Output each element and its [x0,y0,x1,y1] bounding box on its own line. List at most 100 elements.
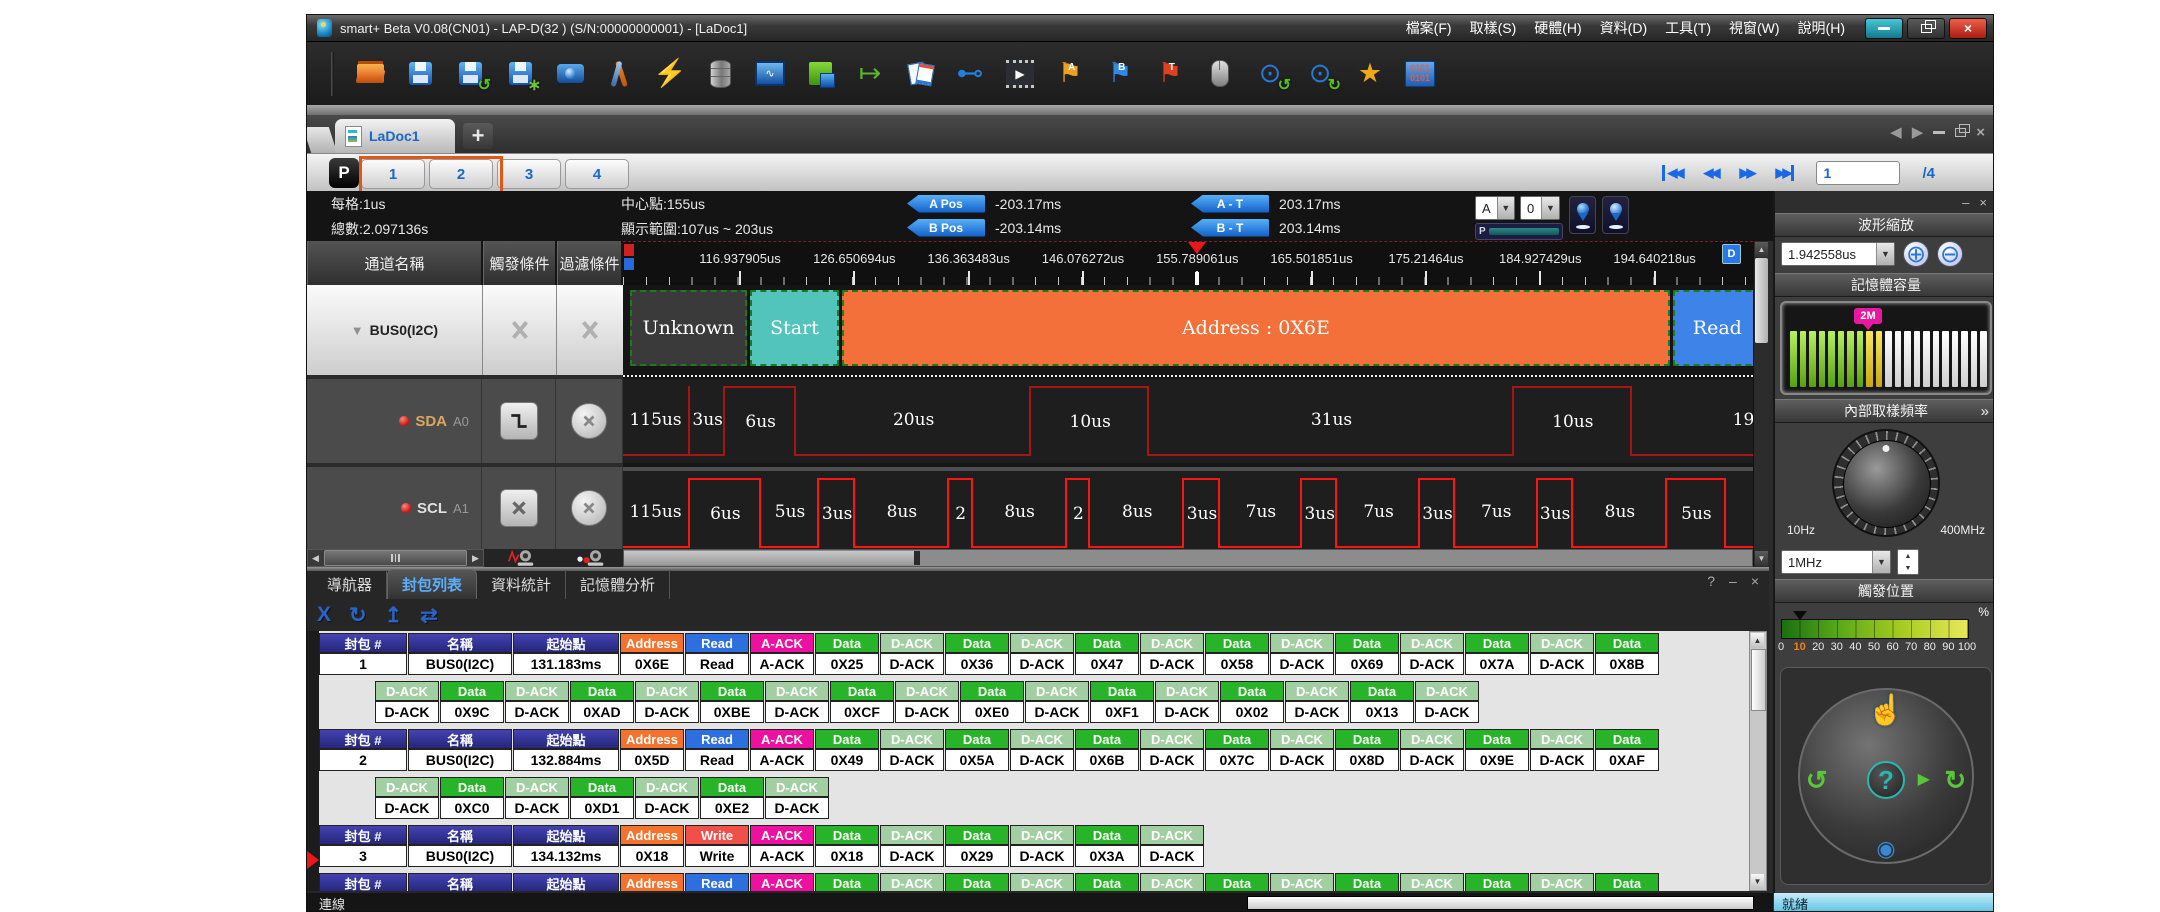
zoom-out-icon[interactable]: ⊖ [1937,241,1963,268]
menu-item-3[interactable]: 資料(D) [1599,20,1648,36]
packet-value-row[interactable]: 3 BUS0(I2C) 134.132ms 0X18 Write A-ACK 0X18 D-A… [319,845,1205,867]
b-t-tag[interactable]: B - T [1191,218,1269,237]
bus-trigger-disabled-icon[interactable] [507,317,533,343]
snapshot-camera-icon[interactable] [552,56,588,92]
scroll-tabs-right-icon[interactable]: ▶ [1911,124,1924,141]
sidebar-close-icon[interactable]: × [1979,194,1987,210]
zoom-next-icon[interactable]: ⊙ ↻ [1308,58,1341,94]
bottom-tab-0[interactable]: 導航器 [313,570,388,599]
export-data-icon[interactable]: ↦ [858,58,882,88]
scroll-left-icon[interactable]: ◀ [312,552,319,563]
channel-h-scrollbar[interactable]: ◀ ▶ [307,549,484,567]
sample-rate-dropdown[interactable]: 1MHz ▼ [1781,550,1891,574]
bottom-tab-3[interactable]: 記憶體分析 [566,570,671,599]
marker-index-dropdown[interactable]: 0 ▼ [1520,196,1560,220]
binary-view-icon[interactable]: 0101 0101 [1402,56,1438,92]
save-icon[interactable] [402,56,438,92]
panel-close-button[interactable]: × [1750,573,1759,589]
packet-value-row[interactable]: D-ACK 0X9C D-ACK 0XAD D-ACK 0XBE D-ACK 0XCF D-AC… [375,701,1480,723]
tools-icon[interactable] [602,56,638,92]
channel-row-scl[interactable]: SCL A1 [307,467,623,549]
zoom-previous-icon[interactable]: ⊙ ↺ [1258,58,1291,94]
scroll-down-icon[interactable]: ▼ [1751,874,1764,889]
pad-camera-icon[interactable]: ◉ [1876,836,1896,862]
slider-pointer-icon[interactable] [1792,611,1807,620]
last-page-button[interactable]: ▶▶ [1775,165,1795,181]
collapse-triangle-icon[interactable]: ▼ [350,322,364,338]
zoom-scale-dropdown[interactable]: 1.942558us ▼ [1781,242,1895,266]
help-button[interactable]: ? [1707,573,1716,589]
bottom-tab-1[interactable]: 封包列表 [387,569,478,599]
packet-value-row[interactable]: 1 BUS0(I2C) 131.183ms 0X6E Read A-ACK 0X25 D-AC… [319,653,1660,675]
bus-decode-icon[interactable]: ⊷ [956,58,984,88]
open-file-icon[interactable] [352,56,388,92]
doc-restore-button[interactable] [1955,123,1971,137]
sda-filter-button[interactable] [571,403,608,439]
a-t-tag[interactable]: A - T [1191,194,1269,213]
b-pos-tag[interactable]: B Pos [907,218,985,237]
flag-b-icon[interactable]: ⚑ B [1107,58,1133,88]
scroll-tabs-left-icon[interactable]: ◀ [1890,124,1902,141]
menu-item-1[interactable]: 取樣(S) [1469,20,1517,36]
device-panel-icon[interactable]: ∿ [752,56,788,92]
scroll-thumb[interactable] [1751,649,1766,711]
shuffle-packets-icon[interactable]: ⇄ [420,603,438,627]
expand-section-icon[interactable]: » [1980,402,1989,420]
packet-value-row[interactable]: 2 BUS0(I2C) 132.884ms 0X5D Read A-ACK 0X49 D-AC… [319,749,1660,771]
a-pos-tag[interactable]: A Pos [907,194,985,213]
new-tab-button[interactable]: + [463,123,493,149]
time-ruler[interactable]: D 116.937905us 126.650694us 136.363483us 14… [623,241,1753,286]
restore-button[interactable] [1907,17,1945,39]
prev-page-button[interactable]: ◀◀ [1703,165,1720,180]
save-settings-icon[interactable]: ∗ [502,56,541,94]
flag-a-icon[interactable]: ⚑ A [1057,58,1083,88]
scroll-thumb[interactable] [323,550,467,566]
tab-ladoc1[interactable]: LaDoc1 [335,119,455,153]
sample-rate-spinner[interactable]: ▲ ▼ [1897,549,1919,575]
export-packets-icon[interactable]: ↥ [384,603,403,627]
channel-row-sda[interactable]: SDA A0 [307,379,623,463]
waveform-v-scrollbar[interactable]: ▲ ▼ [1753,241,1769,567]
zoom-in-icon[interactable]: ⊕ [1903,241,1929,268]
rotate-left-icon[interactable]: ↺ [1805,765,1828,796]
next-page-button[interactable]: ▶▶ [1739,165,1756,180]
scroll-up-icon[interactable]: ▲ [1755,242,1768,257]
marker-d-tag[interactable]: D [1722,244,1741,264]
doc-close-button[interactable]: × [1976,123,1985,141]
menu-item-0[interactable]: 檔案(F) [1405,20,1452,36]
packet-v-scrollbar[interactable]: ▲ ▼ [1749,631,1767,891]
page-button-3[interactable]: 3 [497,159,561,189]
waveform-h-scrollbar[interactable] [623,549,1753,567]
favorites-star-icon[interactable]: ★ [1357,58,1383,88]
packet-value-row[interactable]: D-ACK 0XC0 D-ACK 0XD1 D-ACK 0XE2 D-ACK [375,797,830,819]
menu-item-4[interactable]: 工具(T) [1665,20,1712,36]
trigger-snapshot-button[interactable] [484,549,558,567]
sidebar-pin-icon[interactable]: – [1962,194,1970,210]
goto-marker-pin-button[interactable] [1602,196,1629,234]
scl-trigger-button[interactable] [499,489,538,527]
marker-select-dropdown[interactable]: A ▼ [1475,196,1515,220]
refresh-packets-icon[interactable]: ↻ [349,603,367,627]
page-mode-button[interactable]: P [329,158,359,188]
delete-packets-icon[interactable]: X [317,603,332,626]
first-page-button[interactable]: ◀◀ [1662,165,1684,181]
waveform-viewport[interactable]: D 116.937905us 126.650694us 136.363483us 14… [623,241,1753,567]
menu-item-2[interactable]: 硬體(H) [1534,20,1582,36]
memory-storage-icon[interactable] [702,56,738,92]
sample-rate-knob[interactable] [1832,429,1940,537]
filter-snapshot-button[interactable] [557,549,623,567]
channel-row-bus0[interactable]: ▼ BUS0(I2C) [307,285,623,375]
scroll-up-icon[interactable]: ▲ [1751,633,1764,648]
scroll-thumb[interactable] [1755,258,1768,343]
video-playback-icon[interactable]: ▶ [1002,56,1038,92]
flag-t-icon[interactable]: ⚑ T [1157,58,1183,88]
quick-acquire-icon[interactable]: ⚡ [653,58,687,88]
doc-minimize-button[interactable] [1933,130,1946,134]
page-button-1[interactable]: 1 [361,159,425,189]
scl-filter-button[interactable] [571,490,608,526]
hand-tool-icon[interactable]: ☝ [1867,694,1905,728]
bottom-tab-2[interactable]: 資料統計 [477,570,567,599]
rotate-right-icon[interactable]: ↻ [1944,765,1967,796]
save-reload-icon[interactable]: ↺ [452,56,491,94]
page-button-4[interactable]: 4 [565,159,629,189]
